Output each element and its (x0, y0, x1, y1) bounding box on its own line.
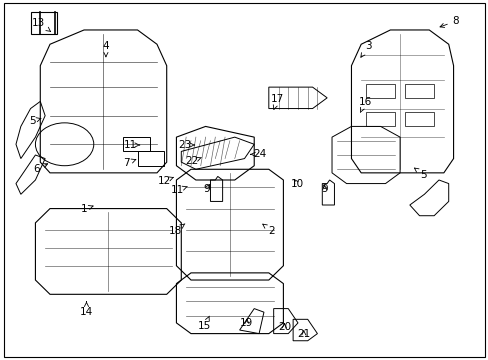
Text: 8: 8 (439, 16, 458, 27)
Text: 6: 6 (33, 164, 47, 174)
Text: 15: 15 (198, 316, 211, 332)
Text: 7: 7 (123, 158, 136, 168)
Text: 19: 19 (240, 318, 253, 328)
Text: 11: 11 (171, 185, 187, 195)
Text: 12: 12 (157, 176, 173, 186)
Bar (30, 12, 57, 33)
Text: 9: 9 (203, 184, 210, 194)
Text: 22: 22 (185, 156, 201, 166)
Text: 2: 2 (262, 224, 274, 236)
Text: 24: 24 (250, 149, 266, 159)
Text: 10: 10 (290, 179, 303, 189)
Text: 16: 16 (358, 97, 371, 112)
Text: 13: 13 (32, 18, 51, 31)
Text: 5: 5 (414, 168, 426, 180)
Bar (404, 84, 433, 98)
Bar (404, 112, 433, 126)
Text: 21: 21 (297, 329, 310, 339)
Text: 14: 14 (80, 302, 93, 317)
Text: 18: 18 (168, 224, 184, 236)
Bar (366, 84, 394, 98)
Text: 23: 23 (178, 140, 194, 150)
Bar (366, 112, 394, 126)
Text: 20: 20 (277, 322, 290, 332)
Text: 4: 4 (102, 41, 109, 57)
Text: 1: 1 (81, 204, 93, 214)
Text: 17: 17 (270, 94, 284, 109)
Text: 5: 5 (29, 116, 41, 126)
Text: 9: 9 (321, 184, 327, 194)
Text: 3: 3 (360, 41, 371, 57)
Text: 11: 11 (123, 140, 140, 150)
